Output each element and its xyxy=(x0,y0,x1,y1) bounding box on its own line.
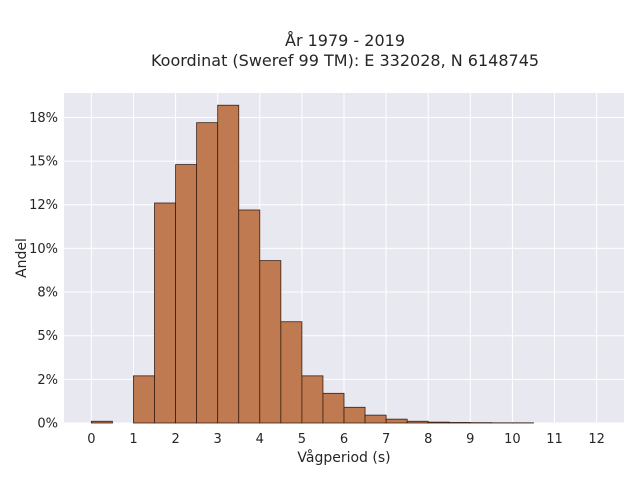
y-tick-label: 10% xyxy=(29,242,58,257)
histogram-bar xyxy=(133,375,155,424)
histogram-bar xyxy=(217,104,240,424)
x-tick-label: 11 xyxy=(546,432,563,447)
histogram-bar xyxy=(90,420,113,424)
x-tick-label: 3 xyxy=(214,432,222,447)
histogram-bar xyxy=(385,418,408,424)
histogram-bar xyxy=(154,202,176,424)
x-axis-label: Vågperiod (s) xyxy=(297,449,390,466)
histogram-bar xyxy=(196,122,219,424)
y-tick-label: 18% xyxy=(29,111,58,126)
histogram-bar xyxy=(427,421,450,424)
x-tick-label: 8 xyxy=(424,432,432,447)
histogram-bar xyxy=(175,164,198,424)
histogram-bar xyxy=(280,321,303,424)
bars xyxy=(90,104,534,424)
chart-title-line-1: År 1979 - 2019 xyxy=(285,31,405,50)
histogram-bar xyxy=(301,375,324,424)
x-tick-label: 9 xyxy=(466,432,474,447)
histogram-bar xyxy=(322,392,345,424)
histogram-bar xyxy=(448,422,471,424)
x-tick-label: 6 xyxy=(340,432,348,447)
x-tick-label: 2 xyxy=(171,432,179,447)
histogram-bar xyxy=(343,406,366,424)
y-tick-label: 15% xyxy=(29,155,58,170)
x-tick-label: 1 xyxy=(129,432,137,447)
histogram-bar xyxy=(259,260,282,424)
y-tick-labels: 0% 2% 5% 8% 10% 12% 15% 18% xyxy=(29,111,58,432)
y-tick-label: 5% xyxy=(37,329,58,344)
y-tick-label: 2% xyxy=(37,373,58,388)
histogram-bar xyxy=(406,420,429,424)
y-tick-label: 8% xyxy=(37,286,58,301)
x-tick-label: 4 xyxy=(256,432,264,447)
histogram-bar xyxy=(238,209,261,424)
y-tick-label: 0% xyxy=(37,417,58,432)
x-tick-label: 7 xyxy=(382,432,390,447)
x-tick-labels: 0 1 2 3 4 5 6 7 8 9 10 11 12 xyxy=(87,432,605,447)
x-tick-label: 5 xyxy=(298,432,306,447)
x-tick-label: 0 xyxy=(87,432,95,447)
x-tick-label: 12 xyxy=(588,432,605,447)
x-tick-label: 10 xyxy=(504,432,521,447)
y-tick-label: 12% xyxy=(29,198,58,213)
chart-title-line-2: Koordinat (Sweref 99 TM): E 332028, N 61… xyxy=(151,51,539,70)
histogram-bar xyxy=(364,414,387,424)
y-axis-label: Andel xyxy=(14,238,30,278)
grid xyxy=(64,93,624,424)
